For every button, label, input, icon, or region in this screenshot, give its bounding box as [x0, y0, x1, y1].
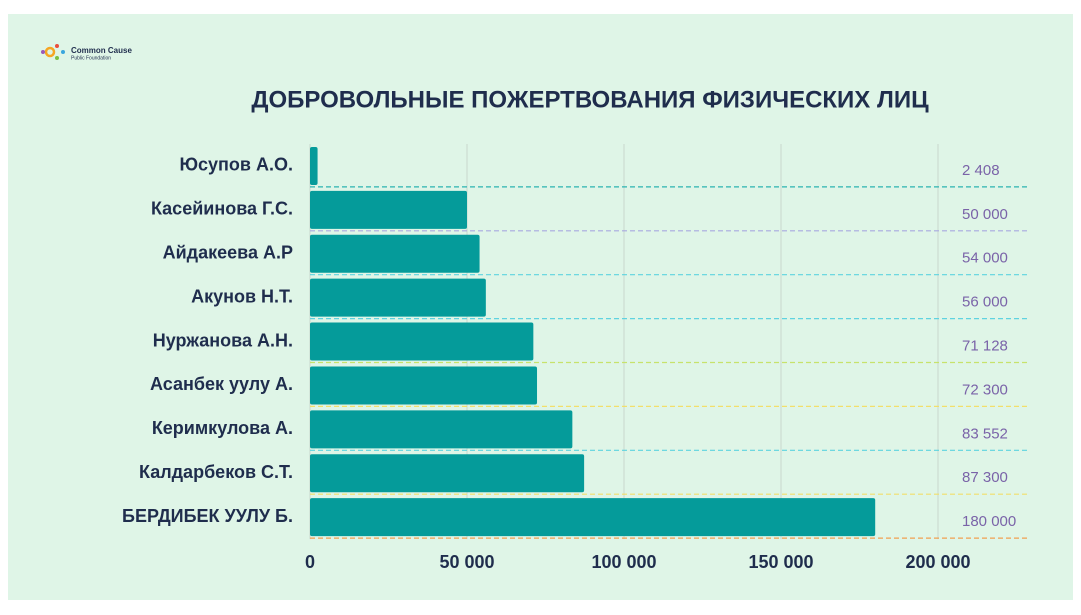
- bar: [310, 278, 486, 317]
- value-label: 56 000: [962, 294, 1008, 311]
- category-label: Касейинова Г.С.: [151, 199, 293, 219]
- bar: [310, 234, 480, 273]
- chart-title: ДОБРОВОЛЬНЫЕ ПОЖЕРТВОВАНИЯ ФИЗИЧЕСКИХ ЛИ…: [251, 86, 929, 113]
- bar: [310, 366, 538, 405]
- category-label: Асанбек уулу А.: [150, 374, 293, 394]
- bar: [310, 190, 467, 229]
- x-tick-label: 100 000: [591, 552, 656, 572]
- x-tick-label: 0: [305, 552, 315, 572]
- category-label: Айдакеева А.Р: [163, 243, 293, 263]
- value-label: 180 000: [962, 513, 1016, 530]
- x-tick-label: 200 000: [905, 552, 970, 572]
- x-tick-label: 150 000: [748, 552, 813, 572]
- bar: [310, 146, 318, 185]
- value-label: 50 000: [962, 206, 1008, 223]
- value-label: 72 300: [962, 381, 1008, 398]
- category-label: БЕРДИБЕК УУЛУ Б.: [122, 506, 293, 526]
- category-label: Нуржанова А.Н.: [153, 330, 293, 350]
- value-label: 71 128: [962, 338, 1008, 355]
- bar: [310, 454, 585, 493]
- logo-subtitle: Public Foundation: [71, 55, 111, 61]
- value-label: 2 408: [962, 162, 1000, 179]
- x-tick-label: 50 000: [439, 552, 494, 572]
- logo-icon: [41, 44, 65, 60]
- category-label: Керимкулова А.: [152, 418, 293, 438]
- bar: [310, 322, 534, 361]
- bar: [310, 410, 573, 449]
- category-label: Юсупов А.О.: [179, 155, 293, 175]
- category-label: Калдарбеков С.Т.: [139, 462, 293, 482]
- value-label: 83 552: [962, 425, 1008, 442]
- bar: [310, 498, 876, 537]
- value-label: 54 000: [962, 250, 1008, 267]
- value-label: 87 300: [962, 469, 1008, 486]
- category-label: Акунов Н.Т.: [191, 286, 293, 306]
- logo-name: Common Cause: [71, 46, 132, 55]
